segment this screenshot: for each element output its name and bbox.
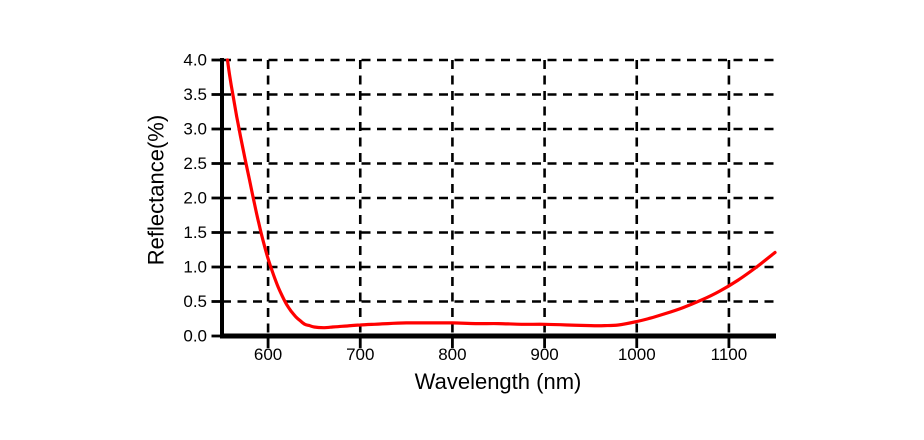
x-tick-label: 1000 [618,345,656,364]
x-tick-label: 600 [254,345,282,364]
axis-ticks [211,58,731,348]
axes [220,58,776,339]
x-axis-title: Wavelength (nm) [415,369,582,394]
data-series [225,58,777,330]
x-tick-label: 900 [530,345,558,364]
x-tick-label: 1100 [711,345,748,364]
y-tick-label: 0.0 [183,327,207,346]
y-tick-label: 1.0 [183,258,207,277]
y-axis-title: Reflectance(%) [144,115,169,265]
y-tick-label: 3.5 [183,85,207,104]
x-tick-label: 800 [438,345,466,364]
y-tick-label: 2.0 [183,189,207,208]
reflectance-curve [225,58,777,330]
y-tick-label: 4.0 [183,51,207,70]
y-tick-label: 2.5 [183,154,207,173]
axis-tick-labels: 0.0 0.5 1.0 1.5 2.0 2.5 3.0 3.5 4.0 600 700 800 900 1… [183,51,747,365]
x-tick-label: 700 [346,345,374,364]
y-tick-label: 1.5 [183,223,207,242]
y-tick-label: 3.0 [183,120,207,139]
grid-lines [222,58,775,336]
y-tick-label: 0.5 [183,292,207,311]
